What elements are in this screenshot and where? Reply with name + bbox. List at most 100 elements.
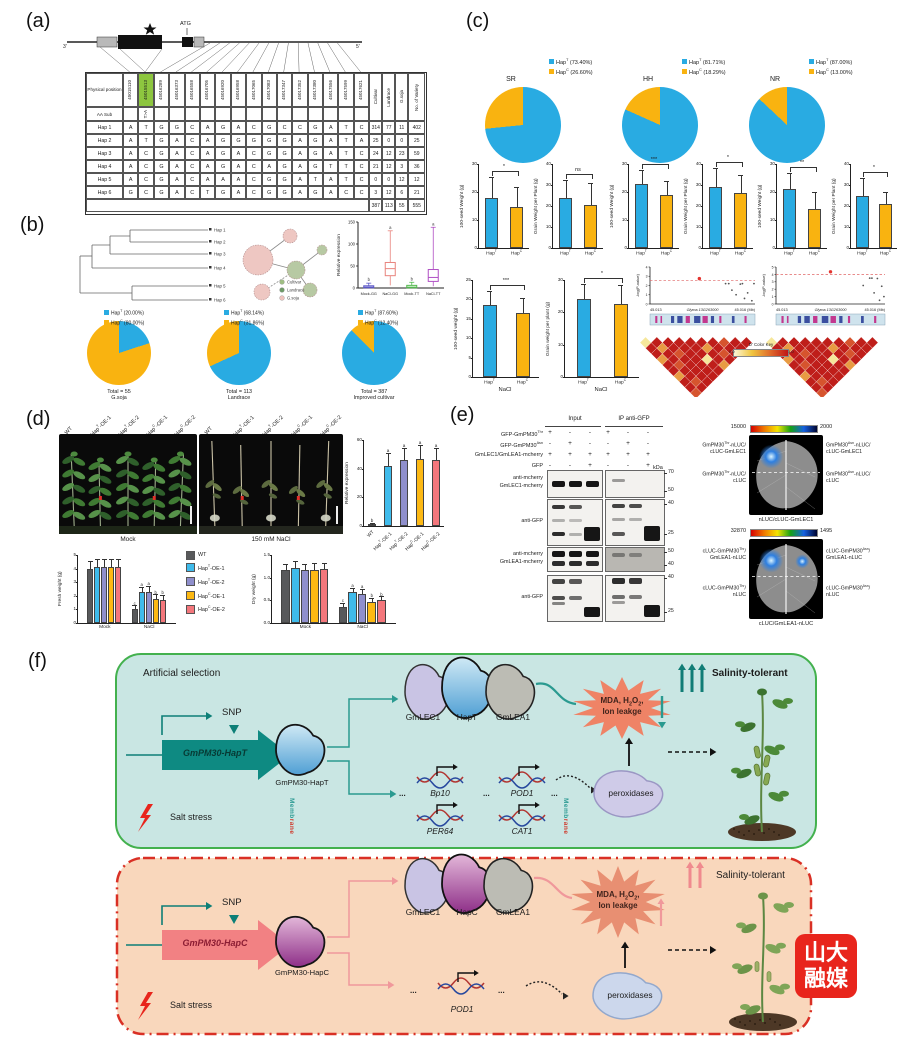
allele-cell: A [199, 134, 216, 147]
aa-sub-cell [215, 107, 231, 121]
allele-cell: G [261, 134, 277, 147]
luciferase-leaf-image-2 [749, 539, 823, 619]
circle [743, 297, 746, 300]
blot-band [568, 533, 582, 536]
allele-cell: C [353, 160, 370, 173]
text: -log(P-value) [761, 273, 766, 297]
pie-landrace-group: Landrace [227, 395, 251, 402]
allele-cell: A [230, 173, 247, 186]
ymark [471, 280, 473, 281]
allele-cell: A [292, 173, 308, 186]
allele-cell: G [153, 134, 170, 147]
ellipse [62, 469, 75, 478]
bar [338, 607, 348, 623]
errcap [489, 177, 494, 178]
gene-3prime-label: 3' [63, 44, 67, 50]
bar-hh-grain-weight: Grain Weight per Plant (g) 0 10 20 30 40 HapT H… [682, 152, 756, 258]
text: 45.013 [776, 308, 788, 312]
allele-cell: A [169, 173, 185, 186]
coip-text: anti-mcherry [513, 550, 543, 557]
line [785, 462, 816, 478]
panel-d-label: (d) [26, 408, 51, 430]
text: Glyma.13G263000 [687, 308, 720, 312]
rect [152, 496, 156, 500]
script-text: C [325, 423, 331, 429]
pie-legend-item: HapC (80.00%) [104, 318, 144, 328]
circle [880, 285, 883, 288]
pie-legend-item: HapT (87.00%) [809, 57, 853, 67]
allele-cell: G [215, 186, 231, 199]
plot: 0.0 0.5 1.0 1.5 Mock c a a b b NaCl [264, 552, 396, 630]
ytick: 20 [465, 296, 471, 302]
hap-name: Hap 5 [86, 173, 123, 186]
rect [797, 316, 802, 323]
pie-nr-legend: HapT (87.00%) HapC (13.00%) [809, 57, 853, 77]
pie-gsoja-group: G.soja [111, 395, 127, 402]
bottom-protein-label: GmPM30-HapC [274, 968, 329, 977]
ymark [849, 248, 851, 249]
allele-cell: T [138, 121, 154, 134]
ellipse [240, 499, 249, 505]
coip-blot-panel: Input IP anti-GFP GFP-GmPM30Thr + - - + - - GFP-G… [455, 414, 687, 626]
letter: a [140, 582, 143, 588]
aa-sub-cell [276, 107, 293, 121]
circle [759, 548, 784, 573]
legend-swatch [186, 577, 195, 587]
blot-panel [605, 499, 665, 546]
bar [367, 524, 377, 526]
errcap [283, 563, 289, 565]
legend-swatch [186, 604, 195, 614]
bar [152, 599, 159, 623]
ytick: 0 [73, 620, 76, 625]
coip-text: - [548, 440, 552, 447]
rotated-text: G.soja [398, 90, 404, 104]
group: NaCl [594, 387, 608, 393]
allele-cell: A [215, 173, 231, 186]
circle [279, 295, 285, 301]
position-header: 45016705 [199, 73, 216, 107]
ytick: 5 [468, 354, 471, 360]
allele-cell: G [276, 134, 293, 147]
line [160, 42, 211, 73]
err [489, 291, 491, 306]
script-text: Asn [536, 441, 543, 445]
script-text: T [826, 58, 829, 62]
errcap [487, 290, 492, 292]
ellipse [153, 511, 166, 520]
err [491, 178, 493, 198]
ellipse [116, 482, 128, 492]
blot-panel [547, 499, 603, 546]
legend-item: HapT-OE-1 [186, 561, 225, 575]
ymark [627, 164, 629, 165]
ellipse [268, 483, 278, 492]
allele-cell: A [353, 134, 370, 147]
bar [108, 566, 115, 623]
allele-cell: C [353, 147, 370, 160]
luc1-scale-gradient [750, 425, 818, 433]
bottom-snp-label: SNP [222, 897, 242, 908]
errcap [292, 561, 298, 563]
rect [821, 316, 829, 323]
count-cell: 25 [369, 134, 383, 147]
membrane-text: Memb [288, 798, 295, 819]
pie-gsoja-caption: Total = 55 G.soja [87, 389, 151, 401]
count-cell: 3 [369, 186, 383, 199]
coip-text: + [606, 451, 610, 458]
ellipse [168, 509, 181, 519]
ytick: 0 [560, 374, 563, 379]
ellipse [209, 514, 220, 522]
rect [813, 316, 818, 323]
cat: HapT [857, 249, 868, 257]
count-cell: 36 [408, 160, 426, 173]
artificial-selection-title: Artificial selection [143, 668, 221, 679]
ytick: 20 [557, 309, 563, 315]
script-text: T [267, 423, 272, 429]
ymark [362, 440, 364, 441]
ymark [471, 318, 473, 320]
allele-cell: G [261, 147, 277, 160]
blot-band [611, 600, 625, 604]
hap-name: Hap 2 [86, 134, 123, 147]
ellipse [266, 514, 276, 522]
bar-nr-grain-weight: Grain Weight per Plant (g) 0 10 20 30 40 HapT H… [830, 152, 900, 258]
script-text: C [593, 249, 597, 253]
